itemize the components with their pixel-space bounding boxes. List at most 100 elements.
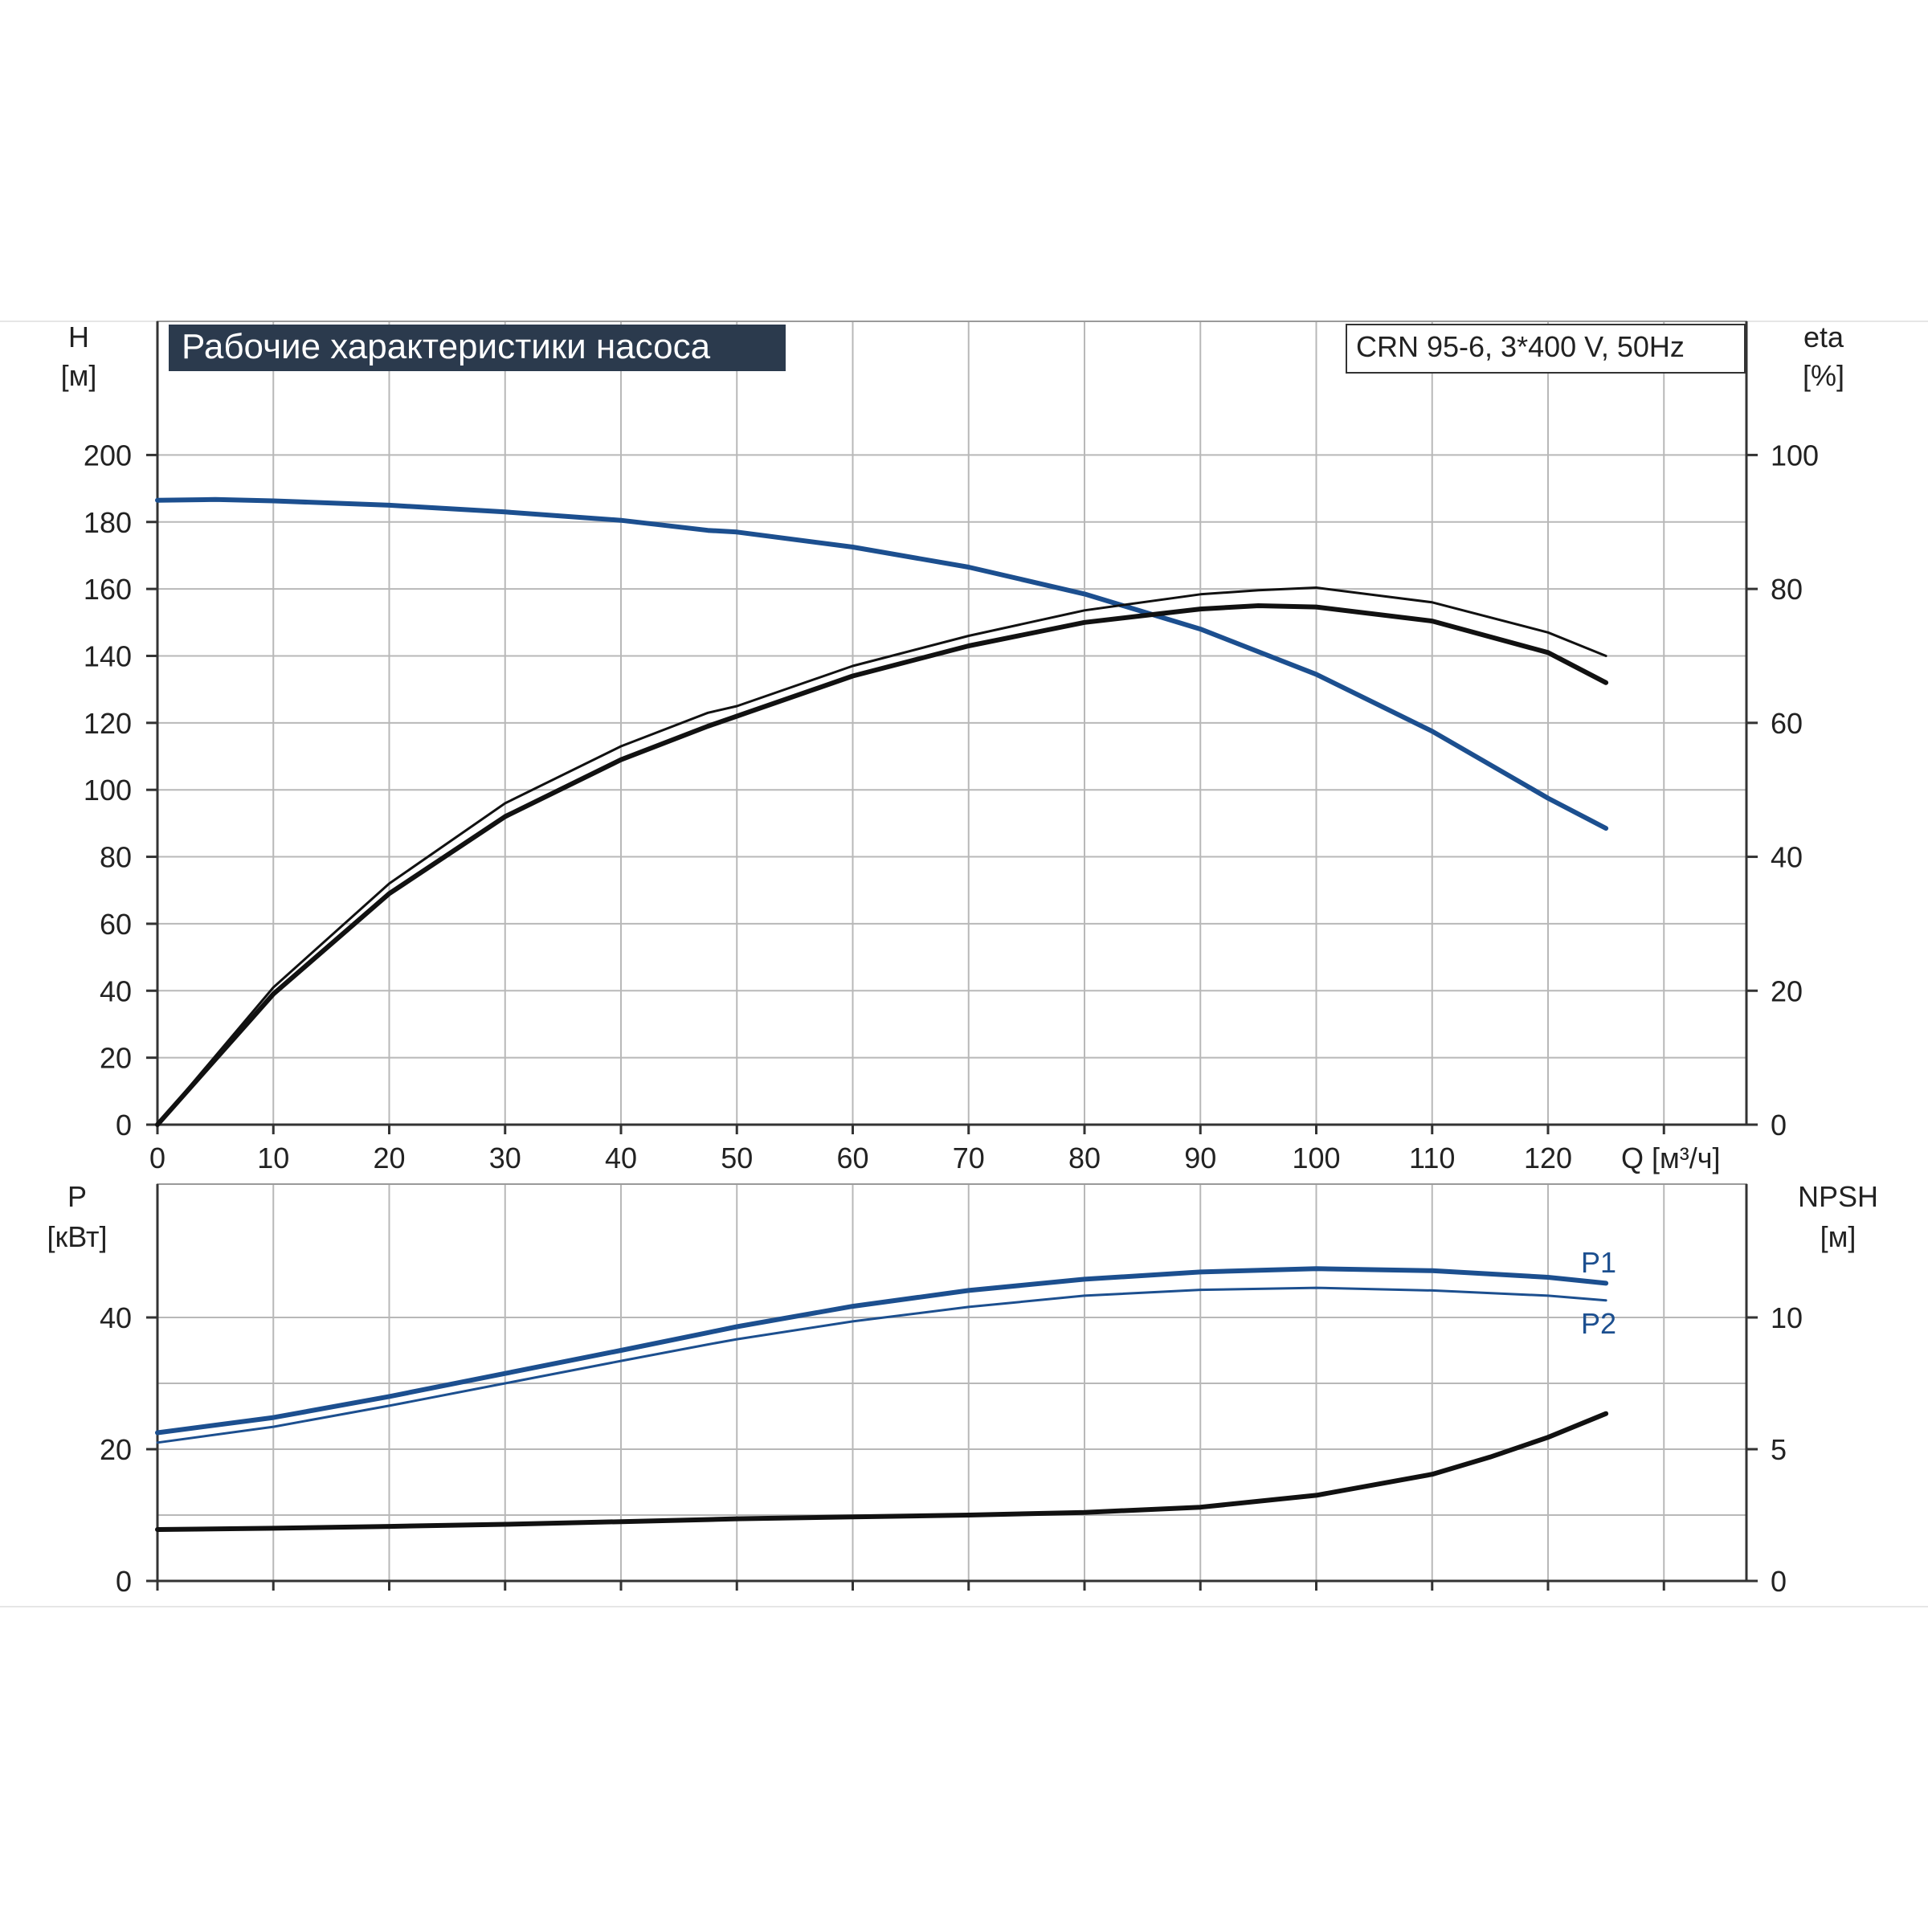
data-point (967, 635, 970, 638)
head-axis-unit: [м] (61, 359, 97, 392)
data-point (706, 1331, 709, 1334)
top-series (155, 496, 1609, 1127)
data-point (1083, 609, 1086, 612)
data-point (1199, 607, 1202, 611)
data-point (1431, 619, 1434, 623)
right-tick-label: 10 (1771, 1301, 1803, 1334)
data-point (1431, 1289, 1434, 1292)
data-point (1546, 1276, 1550, 1279)
data-point (156, 1432, 159, 1435)
data-point (1083, 1294, 1086, 1297)
data-point (1604, 655, 1607, 658)
data-point (1604, 827, 1607, 830)
right-tick-label: 60 (1771, 707, 1803, 740)
power-axis-unit: [кВт] (47, 1220, 107, 1253)
top-gridlines (157, 321, 1746, 1125)
data-point (214, 498, 217, 501)
x-tick-label: 90 (1184, 1142, 1216, 1174)
data-point (735, 1338, 738, 1341)
data-point (1604, 681, 1607, 684)
data-point (1315, 606, 1318, 609)
data-point (619, 1349, 623, 1352)
x-tick-label: 100 (1292, 1142, 1340, 1174)
data-point (735, 705, 738, 708)
data-point (735, 530, 738, 533)
data-point (1546, 631, 1550, 634)
data-point (1546, 651, 1550, 654)
x-tick-label: 30 (489, 1142, 521, 1174)
data-point (1199, 1270, 1202, 1273)
model-label: CRN 95-6, 3*400 V, 50Hz (1356, 330, 1685, 363)
data-point (388, 882, 391, 885)
head-axis-symbol: H (68, 321, 89, 353)
data-point (272, 1526, 275, 1530)
right-tick-label: 0 (1771, 1109, 1787, 1142)
x-tick-label: 60 (836, 1142, 868, 1174)
eta-axis-symbol: eta (1803, 321, 1844, 353)
data-point (1199, 593, 1202, 596)
data-point (1431, 1472, 1434, 1476)
data-point (706, 1343, 709, 1346)
x-tick-label: 40 (605, 1142, 637, 1174)
data-point (619, 1520, 623, 1523)
right-tick-label: 0 (1771, 1565, 1787, 1598)
x-tick-label: 20 (373, 1142, 405, 1174)
data-point (504, 510, 507, 513)
data-point (1199, 1289, 1202, 1292)
left-tick-label: 80 (100, 841, 132, 874)
x-tick-label: 70 (953, 1142, 985, 1174)
series-line-1-2 (155, 1411, 1609, 1532)
x-tick-label: 0 (149, 1142, 165, 1174)
data-point (1083, 1277, 1086, 1281)
series-label-p1: P1 (1581, 1246, 1616, 1279)
left-tick-label: 20 (100, 1042, 132, 1075)
data-point (504, 1382, 507, 1385)
data-point (1604, 1281, 1607, 1285)
left-tick-label: 200 (84, 439, 132, 472)
left-tick-label: 180 (84, 506, 132, 539)
x-tick-label: 10 (257, 1142, 289, 1174)
data-point (967, 1289, 970, 1292)
data-point (1546, 1294, 1550, 1297)
power-axis-symbol: P (67, 1180, 87, 1213)
data-point (504, 802, 507, 805)
right-tick-label: 80 (1771, 573, 1803, 606)
series-label-p2: P2 (1581, 1307, 1616, 1340)
data-point (156, 1528, 159, 1531)
data-point (1083, 1511, 1086, 1514)
eta-axis-unit: [%] (1803, 359, 1844, 392)
model-box (1346, 324, 1746, 374)
data-point (504, 1523, 507, 1526)
data-point (706, 529, 709, 532)
data-point (735, 1517, 738, 1521)
data-point (504, 815, 507, 819)
data-point (852, 1305, 855, 1308)
left-tick-label: 160 (84, 573, 132, 606)
data-point (1199, 1505, 1202, 1509)
data-point (1489, 1456, 1492, 1459)
npsh-axis-unit: [м] (1820, 1220, 1857, 1253)
data-point (619, 745, 623, 748)
data-point (852, 1515, 855, 1518)
top-axes: 0 20 40 60 80 100 120 140 160 180 200 0 20 40 60 80 100 0… (84, 321, 1819, 1174)
data-point (1604, 1412, 1607, 1415)
data-point (388, 1525, 391, 1528)
flow-axis-label: Q [м³/ч] (1621, 1142, 1721, 1174)
title-box (169, 325, 786, 371)
data-point (852, 1320, 855, 1323)
series-line-0-1 (156, 586, 1607, 1126)
data-point (852, 545, 855, 549)
data-point (1315, 586, 1318, 590)
right-tick-label: 20 (1771, 974, 1803, 1007)
data-point (967, 1513, 970, 1517)
data-point (1546, 797, 1550, 800)
data-point (1083, 621, 1086, 624)
data-point (504, 1372, 507, 1375)
data-point (706, 711, 709, 714)
bottom-gridlines (157, 1184, 1746, 1581)
right-tick-label: 5 (1771, 1433, 1787, 1466)
data-point (706, 725, 709, 728)
chart-title: Рабочие характеристики насоса (182, 327, 711, 366)
data-point (1083, 592, 1086, 595)
x-tick-label: 80 (1068, 1142, 1101, 1174)
